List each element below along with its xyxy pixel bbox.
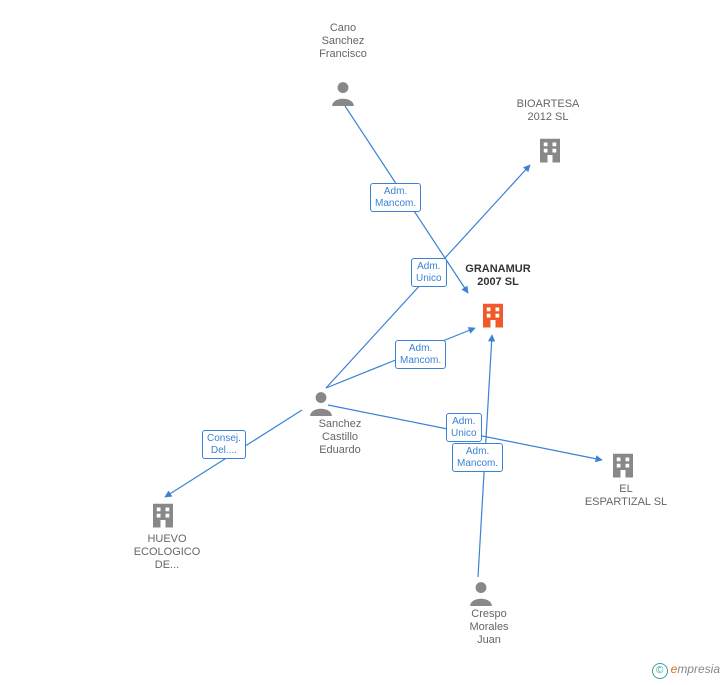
bioartesa-building-icon [535,135,565,170]
diagram-canvas: Cano Sanchez Francisco Sanchez Castillo … [0,0,728,685]
edges-layer [0,0,728,685]
sanchez-person-icon [308,390,334,421]
granamur-building-icon [478,300,508,335]
edge-label-sanchez-granamur: Adm. Mancom. [395,340,446,369]
edge-label-cano-granamur: Adm. Mancom. [370,183,421,212]
cano-person-icon [330,80,356,111]
cano-label: Cano Sanchez Francisco [303,22,383,62]
huevo-building-icon [148,500,178,535]
granamur-label: GRANAMUR 2007 SL [448,263,548,289]
edge-label-sanchez-espartizal: Adm. Unico [446,413,482,442]
edge-label-sanchez-huevo: Consej. Del.... [202,430,246,459]
espartizal-building-icon [608,450,638,485]
credit-text: ©empresia [652,662,720,679]
bioartesa-label: BIOARTESA 2012 SL [498,98,598,124]
crespo-person-icon [468,580,494,611]
huevo-label: HUEVO ECOLOGICO DE... [122,533,212,573]
sanchez-label: Sanchez Castillo Eduardo [300,418,380,458]
edge-label-sanchez-bioartesa: Adm. Unico [411,258,447,287]
crespo-label: Crespo Morales Juan [454,608,524,648]
espartizal-label: EL ESPARTIZAL SL [576,483,676,509]
edge-label-crespo-granamur: Adm. Mancom. [452,443,503,472]
